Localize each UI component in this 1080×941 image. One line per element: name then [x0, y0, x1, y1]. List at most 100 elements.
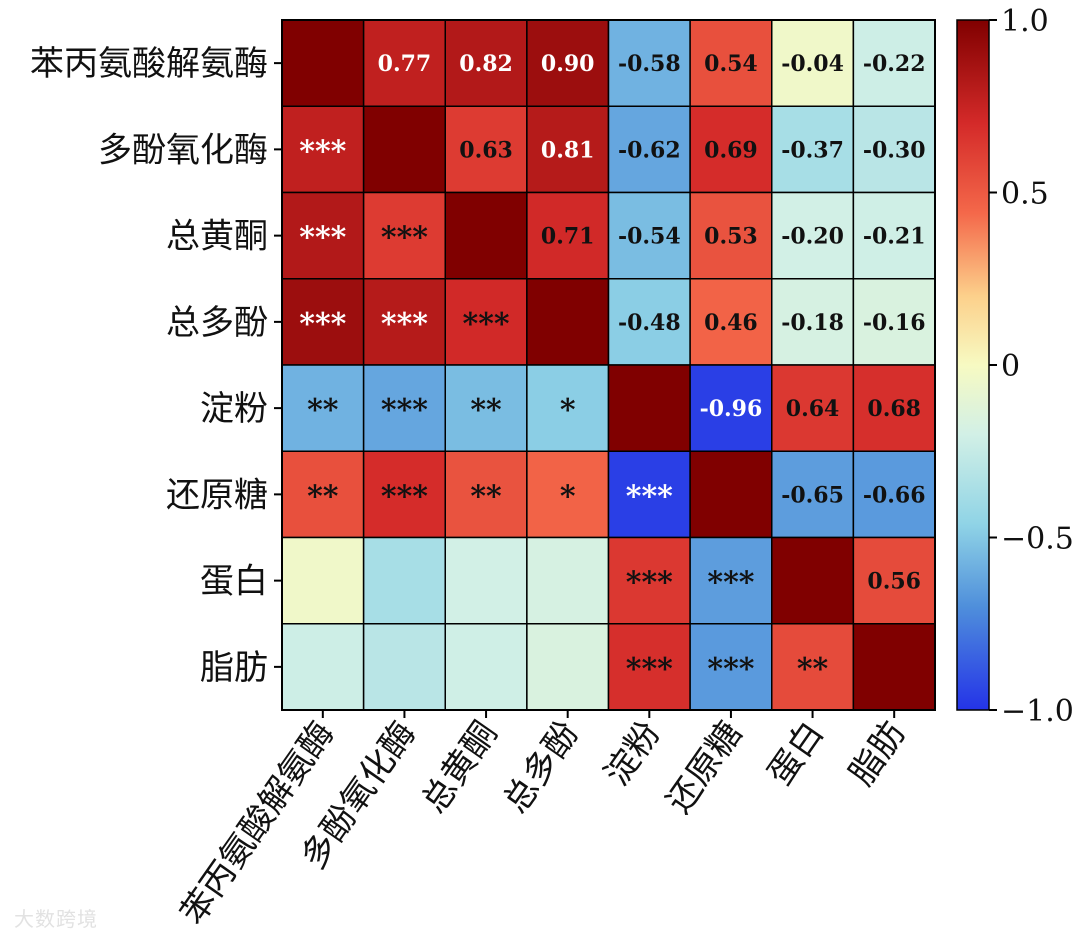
- heatmap-cell: [362, 278, 446, 366]
- column-label: 还原糖: [659, 714, 750, 820]
- cell-significance-label: ***: [299, 134, 346, 169]
- watermark: 大数跨境: [14, 907, 98, 931]
- cell-significance-label: ***: [299, 221, 346, 256]
- cell-significance-label: ***: [381, 307, 428, 342]
- heatmap-cell: [771, 191, 855, 280]
- cell-value-label: 0.64: [786, 396, 840, 422]
- heatmap-cell: [526, 105, 610, 194]
- heatmap-cell: [689, 191, 773, 280]
- colorbar-tick-label: −0.5: [1001, 522, 1074, 557]
- cell-value-label: -0.16: [863, 310, 926, 336]
- heatmap-cell: [526, 450, 610, 539]
- heatmap-cell: [607, 364, 691, 452]
- cell-significance-label: ***: [299, 307, 346, 342]
- row-label: 总多酚: [166, 303, 268, 343]
- cell-value-label: -0.65: [781, 482, 844, 508]
- row-label: 淀粉: [200, 389, 268, 429]
- colorbar-tick-label: −1.0: [1001, 694, 1074, 729]
- cell-value-label: 0.53: [704, 224, 758, 250]
- row-label: 蛋白: [200, 562, 268, 602]
- cell-value-label: -0.58: [618, 51, 681, 77]
- cell-value-label: -0.04: [781, 51, 844, 77]
- cell-value-label: -0.22: [863, 51, 926, 77]
- heatmap-cells: [281, 19, 936, 711]
- cell-value-label: 0.90: [541, 51, 595, 77]
- heatmap-cell: [852, 191, 936, 280]
- cell-value-label: 0.82: [459, 51, 513, 77]
- cell-significance-label: **: [470, 393, 502, 428]
- heatmap-cell: [852, 105, 936, 194]
- cell-significance-label: ***: [626, 566, 673, 601]
- row-label: 总黄酮: [166, 217, 268, 257]
- column-label: 淀粉: [597, 714, 669, 793]
- heatmap-cell: [362, 191, 446, 280]
- heatmap-cell: [852, 536, 936, 625]
- heatmap-cell: [607, 191, 691, 280]
- column-label: 脂肪: [842, 714, 914, 793]
- cell-value-label: -0.20: [781, 224, 844, 250]
- cell-value-label: 0.46: [704, 310, 758, 336]
- heatmap-cell: [281, 536, 365, 625]
- cell-value-label: 0.54: [704, 51, 758, 77]
- cell-significance-label: ***: [381, 221, 428, 256]
- heatmap-cell: [689, 623, 773, 711]
- row-label: 还原糖: [166, 475, 268, 515]
- heatmap-cell: [526, 278, 610, 366]
- colorbar-tick-label: 0: [1001, 349, 1020, 384]
- cell-significance-label: **: [307, 479, 339, 514]
- cell-value-label: 0.81: [541, 137, 595, 163]
- heatmap-cell: [281, 450, 365, 539]
- heatmap-cell: [362, 536, 446, 625]
- heatmap-cell: [444, 19, 528, 107]
- cell-value-label: -0.96: [700, 396, 763, 422]
- heatmap-cell: [281, 623, 365, 711]
- heatmap-cell: [444, 623, 528, 711]
- heatmap-cell: [362, 105, 446, 194]
- cell-value-label: -0.37: [781, 137, 844, 163]
- heatmap-cell: [689, 105, 773, 194]
- cell-value-label: 0.63: [459, 137, 513, 163]
- cell-significance-label: *: [560, 393, 576, 428]
- heatmap-cell: [281, 364, 365, 452]
- cell-value-label: 0.68: [867, 396, 921, 422]
- cell-significance-label: ***: [707, 566, 754, 601]
- cell-value-label: 0.71: [541, 224, 595, 250]
- heatmap-cell: [852, 450, 936, 539]
- cell-significance-label: ***: [707, 652, 754, 687]
- colorbar-gradient: [956, 19, 990, 711]
- row-label: 多酚氧化酶: [98, 130, 268, 170]
- cell-value-label: -0.54: [618, 224, 681, 250]
- heatmap-cell: [526, 191, 610, 280]
- cell-significance-label: ***: [381, 393, 428, 428]
- cell-significance-label: **: [307, 393, 339, 428]
- heatmap-cell: [607, 278, 691, 366]
- cell-significance-label: ***: [626, 479, 673, 514]
- heatmap-cell: [771, 536, 855, 625]
- cell-significance-label: **: [797, 652, 829, 687]
- cell-value-label: -0.66: [863, 482, 926, 508]
- heatmap-cell: [281, 278, 365, 366]
- cell-value-label: -0.30: [863, 137, 926, 163]
- heatmap-cell: [852, 278, 936, 366]
- cell-value-label: -0.62: [618, 137, 681, 163]
- heatmap-cell: [526, 536, 610, 625]
- heatmap-cell: [771, 623, 855, 711]
- column-label: 总黄酮: [414, 714, 505, 820]
- heatmap-cell: [852, 623, 936, 711]
- colorbar: 1.0 0.5 0 −0.5 −1.0: [956, 4, 1074, 729]
- heatmap-cell: [362, 450, 446, 539]
- heatmap-cell: [444, 191, 528, 280]
- column-label: 总多酚: [496, 714, 587, 820]
- cell-significance-label: ***: [463, 307, 510, 342]
- heatmap-cell: [607, 450, 691, 539]
- heatmap-cell: [771, 19, 855, 107]
- row-label: 脂肪: [200, 648, 268, 688]
- cell-significance-label: ***: [381, 479, 428, 514]
- colorbar-tick-label: 1.0: [1001, 4, 1049, 39]
- cell-value-label: -0.21: [863, 224, 926, 250]
- cell-value-label: 0.69: [704, 137, 758, 163]
- colorbar-tick-label: 0.5: [1001, 177, 1049, 212]
